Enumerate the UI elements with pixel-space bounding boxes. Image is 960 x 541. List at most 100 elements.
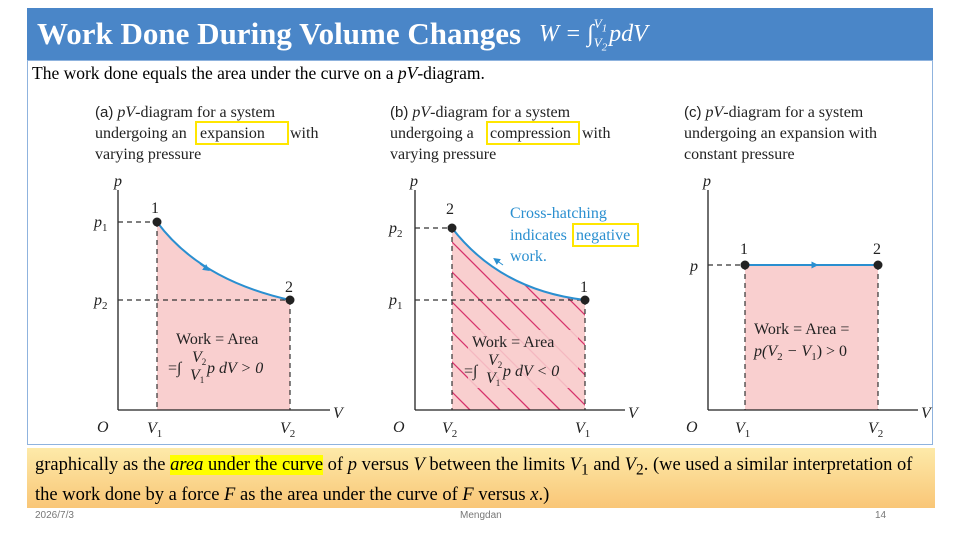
text: V (442, 420, 454, 437)
text: .) (538, 484, 550, 505)
text: 1 (581, 461, 589, 479)
intro: The work done equals the area under the … (32, 63, 485, 84)
text: p (93, 292, 102, 309)
text: area (170, 455, 204, 475)
text: constant pressure (684, 146, 795, 163)
text: 1 (585, 428, 591, 440)
text: compression (490, 125, 571, 142)
text: V (192, 349, 204, 366)
shape (745, 265, 878, 410)
text: 2 (397, 228, 403, 240)
text: -diagram for a system (135, 104, 276, 121)
shape (572, 223, 639, 247)
formula: W = ∫ V1 V2 pdV (539, 17, 648, 54)
shape (452, 339, 471, 410)
shape: V2 (593, 34, 608, 55)
text: -diagram. (417, 63, 485, 83)
shape: (c) pV-diagram for a system (684, 104, 864, 121)
text: expansion (200, 125, 265, 142)
text: V (575, 420, 587, 437)
text: undergoing a (390, 125, 474, 142)
shape: V1 (190, 367, 204, 385)
text: pV (397, 63, 418, 83)
shape (451, 227, 586, 301)
text: 1 (745, 428, 751, 440)
shape: V2 (488, 352, 502, 370)
shape: p1 (93, 214, 108, 234)
text: (a) (95, 104, 113, 121)
text: -diagram for a system (430, 104, 571, 121)
text: O (393, 419, 405, 436)
shape (285, 295, 295, 305)
shape (195, 121, 289, 145)
text: 2 (777, 351, 783, 363)
title: Work Done During Volume Changes (37, 16, 522, 51)
shape: V1 (575, 420, 590, 440)
text: p(V (753, 343, 779, 360)
shape (452, 309, 501, 410)
text: O (686, 419, 698, 436)
text: ) > 0 (817, 343, 847, 360)
text: pV (411, 104, 432, 121)
text: Cross-hatching (510, 205, 607, 222)
shape: p(V2 − V1) > 0 (753, 343, 847, 363)
text: V (624, 455, 636, 475)
text: varying pressure (95, 146, 201, 163)
text: p (388, 292, 397, 309)
text: 2 (290, 428, 296, 440)
text: as the area under the curve of (235, 484, 463, 505)
text: 2 (873, 241, 881, 258)
footer-date: 2026/7/3 (35, 510, 74, 521)
text: V (593, 34, 602, 50)
text: F (462, 484, 474, 505)
panel-b: (b) pV-diagram for a system undergoing a… (388, 104, 640, 440)
text: (c) (684, 104, 702, 121)
shape: p1 (388, 292, 403, 312)
text: versus (473, 484, 531, 505)
text: 1 (496, 378, 501, 388)
summary-box: graphically as the area under the curve … (27, 448, 935, 508)
text: p (702, 173, 711, 190)
text: 2 (601, 41, 608, 54)
text: 1 (811, 351, 817, 363)
shape: V1 (486, 370, 500, 388)
text: 1 (102, 222, 108, 234)
text: =∫ (464, 363, 479, 381)
text: p (409, 173, 418, 190)
shape (156, 221, 291, 301)
text: between the limits (424, 455, 570, 475)
shape (740, 260, 750, 270)
shape: (b) pV-diagram for a system (390, 104, 571, 121)
text: versus (356, 455, 414, 475)
text: p (388, 220, 397, 237)
shape: V1 (147, 420, 162, 440)
shape: V1 (594, 17, 607, 36)
shape (452, 279, 531, 410)
text: indicates (510, 227, 567, 244)
text: -diagram for a system (723, 104, 864, 121)
shape: V2 (280, 420, 295, 440)
shape (152, 217, 162, 227)
shape (486, 121, 580, 145)
text: with (290, 125, 318, 142)
text: under the curve (203, 455, 324, 475)
shape: undergoing an (95, 125, 187, 142)
shape (400, 370, 440, 410)
shape: p2 (93, 292, 108, 312)
text: V (147, 420, 159, 437)
text: varying pressure (390, 146, 496, 163)
text: W = ∫ (539, 21, 594, 48)
text: The work done equals the area under the … (32, 63, 398, 83)
text: − V (783, 343, 814, 360)
shape: (a) pV-diagram for a system (95, 104, 276, 121)
shape (580, 295, 590, 305)
text: 1 (740, 241, 748, 258)
text: V (868, 420, 880, 437)
text: 2 (635, 461, 644, 479)
shape (447, 223, 457, 233)
text: undergoing an (95, 125, 187, 142)
shape (199, 263, 210, 272)
text: V (413, 455, 425, 475)
